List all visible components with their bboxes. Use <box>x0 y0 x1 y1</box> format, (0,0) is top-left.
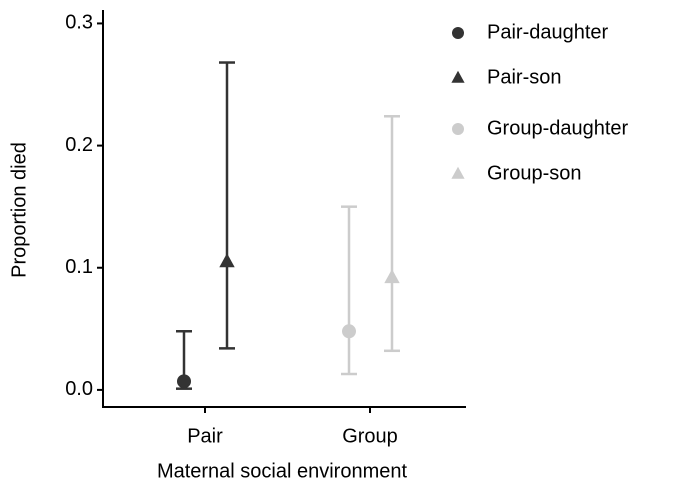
legend-marker <box>452 27 464 39</box>
x-tick-label: Pair <box>187 425 223 447</box>
y-tick-label: 0.0 <box>65 378 93 400</box>
legend-marker <box>451 70 465 83</box>
legend-label: Pair-daughter <box>487 21 609 43</box>
legend-marker <box>452 123 464 135</box>
legend-marker <box>451 166 465 179</box>
y-tick-label: 0.3 <box>65 12 93 34</box>
point <box>219 253 235 268</box>
x-axis-title: Maternal social environment <box>157 460 408 482</box>
point <box>384 269 400 284</box>
point <box>177 374 191 389</box>
y-tick-label: 0.1 <box>65 256 93 278</box>
legend-label: Group-daughter <box>487 117 629 139</box>
x-tick-label: Group <box>342 425 398 447</box>
point <box>342 324 356 339</box>
legend-label: Group-son <box>487 162 582 184</box>
y-axis-title: Proportion died <box>8 142 30 278</box>
legend-label: Pair-son <box>487 66 561 88</box>
y-tick-label: 0.2 <box>65 134 93 156</box>
